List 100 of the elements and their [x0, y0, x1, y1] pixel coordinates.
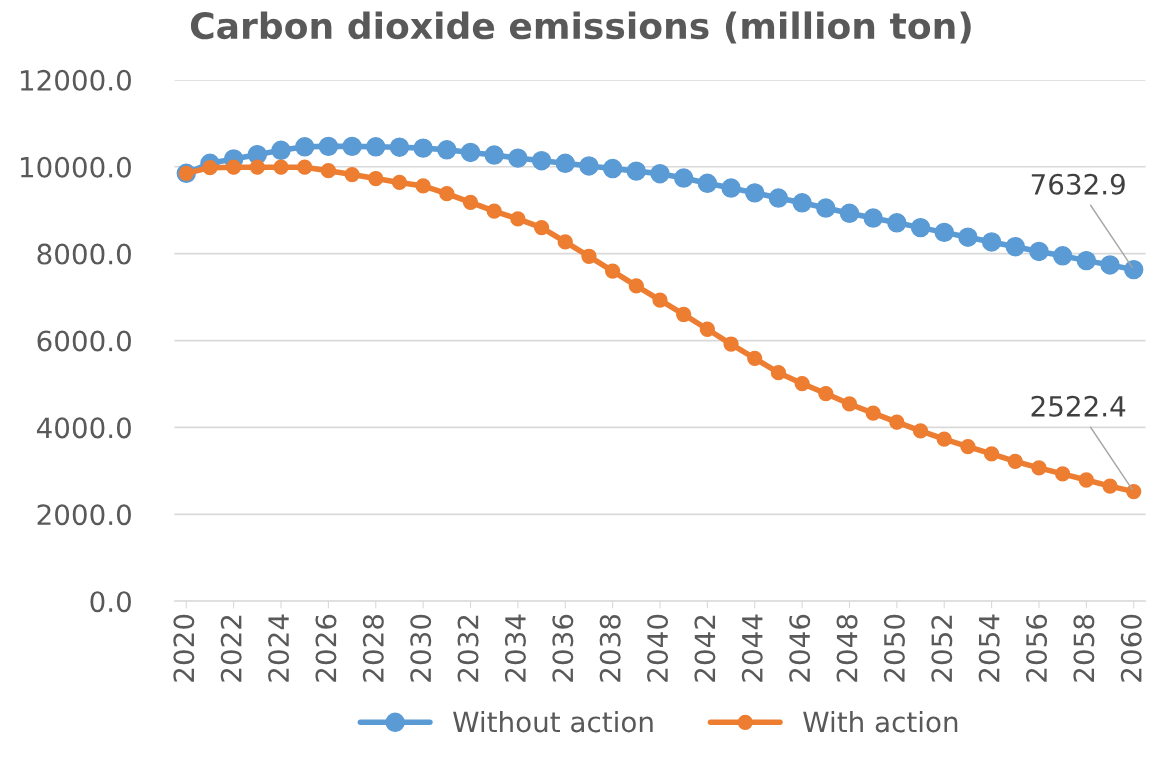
point	[202, 160, 218, 176]
point	[910, 217, 931, 238]
point	[1102, 478, 1118, 494]
point	[889, 414, 905, 430]
point	[1005, 236, 1026, 257]
data-label: 2522.4	[1031, 395, 1126, 417]
x-tick-label: 2032	[457, 615, 479, 682]
x-tick-label: 2030	[410, 614, 432, 682]
point	[437, 140, 457, 160]
point	[389, 137, 410, 157]
legend-label: With action	[803, 710, 958, 733]
point	[273, 159, 289, 175]
x-tick-label: 2052	[931, 615, 953, 682]
point	[1100, 255, 1120, 275]
y-tick-label: 0.0	[90, 591, 131, 613]
point	[579, 156, 599, 176]
point	[721, 178, 741, 198]
point	[413, 138, 433, 158]
point	[1126, 483, 1142, 500]
point	[1076, 250, 1097, 271]
point	[699, 321, 716, 337]
point	[960, 438, 976, 455]
point	[934, 222, 954, 243]
point	[486, 203, 502, 219]
point	[839, 203, 860, 223]
point	[770, 365, 787, 381]
point	[320, 163, 337, 179]
x-tick-label: 2058	[1073, 614, 1095, 682]
point	[792, 193, 812, 213]
x-tick-label: 2056	[1026, 614, 1048, 682]
y-tick-label: 8000.0	[37, 243, 131, 265]
x-tick-label: 2026	[315, 614, 337, 682]
point	[484, 145, 504, 165]
point	[626, 161, 647, 181]
point	[460, 142, 481, 163]
point	[652, 292, 668, 308]
chart-title: Carbon dioxide emissions (million ton)	[190, 11, 971, 44]
point	[981, 232, 1002, 252]
point	[318, 136, 339, 157]
point	[983, 446, 1000, 462]
point	[865, 405, 881, 421]
point	[602, 158, 623, 179]
point	[958, 227, 978, 247]
point	[628, 278, 644, 294]
y-tick-label: 12000.0	[20, 69, 131, 91]
x-tick-label: 2050	[883, 614, 905, 682]
point	[294, 137, 315, 157]
x-tick-label: 2034	[504, 614, 526, 682]
x-tick-label: 2036	[552, 614, 574, 682]
point	[723, 336, 739, 352]
point	[531, 150, 552, 171]
point	[912, 423, 929, 439]
point	[508, 148, 528, 168]
point	[1055, 466, 1071, 482]
point	[533, 219, 550, 236]
point	[887, 213, 907, 233]
point	[1007, 453, 1023, 469]
x-tick-label: 2022	[220, 615, 242, 682]
point	[439, 186, 455, 202]
point	[271, 140, 291, 161]
point	[818, 385, 834, 402]
y-tick-label: 4000.0	[36, 417, 131, 439]
point	[936, 431, 952, 447]
point	[1123, 259, 1144, 280]
point	[745, 183, 765, 203]
point	[863, 208, 883, 228]
point	[697, 173, 718, 194]
point	[391, 174, 408, 191]
point	[581, 248, 597, 264]
point	[249, 159, 265, 175]
point	[604, 263, 621, 279]
x-tick-label: 2054	[978, 614, 1000, 682]
point	[557, 234, 573, 250]
y-tick-label: 6000.0	[37, 330, 131, 352]
point	[342, 136, 362, 157]
point	[1031, 460, 1047, 476]
point	[226, 159, 242, 175]
point	[415, 178, 431, 194]
point	[673, 168, 694, 188]
point	[816, 198, 836, 218]
point	[344, 166, 360, 183]
point	[555, 153, 575, 174]
point	[510, 211, 526, 227]
point	[841, 396, 858, 412]
x-tick-label: 2028	[362, 614, 384, 682]
x-tick-label: 2048	[836, 614, 858, 682]
x-tick-label: 2020	[173, 614, 195, 682]
x-tick-label: 2040	[647, 614, 669, 682]
x-tick-label: 2024	[268, 614, 290, 682]
point	[747, 350, 763, 366]
y-tick-label: 10000.0	[20, 156, 131, 178]
point	[1029, 241, 1049, 262]
point	[297, 159, 313, 175]
point	[794, 375, 810, 392]
x-tick-label: 2046	[789, 614, 811, 682]
point	[1052, 246, 1073, 266]
x-tick-label: 2060	[1120, 614, 1142, 682]
legend-label: Without action	[453, 710, 653, 733]
point	[368, 170, 384, 187]
x-tick-label: 2044	[741, 614, 763, 682]
